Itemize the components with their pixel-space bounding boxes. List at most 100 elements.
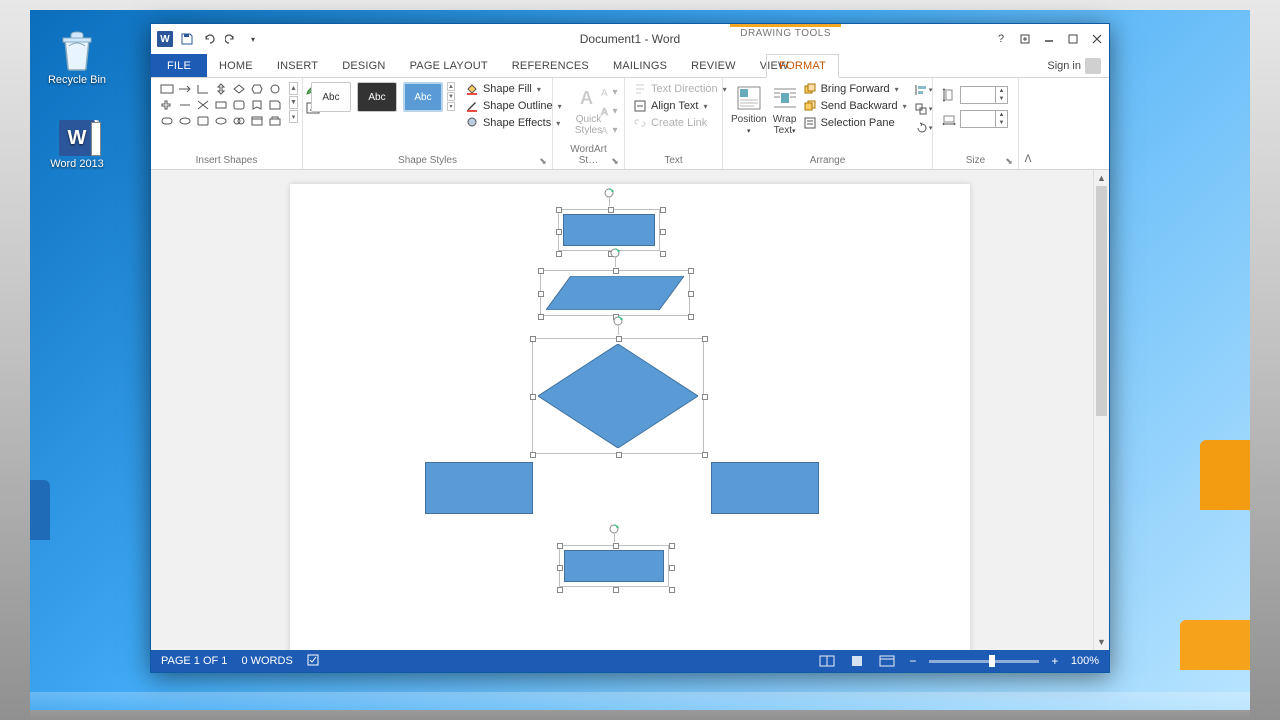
tab-page-layout[interactable]: PAGE LAYOUT	[398, 54, 500, 77]
flowchart-shape-process[interactable]	[564, 550, 664, 582]
shape-fill-button[interactable]: Shape Fill▾	[465, 82, 562, 96]
resize-handle[interactable]	[613, 268, 619, 274]
style-gallery-scroll[interactable]: ▲▼▾	[447, 82, 455, 111]
zoom-slider[interactable]	[929, 660, 1039, 663]
gallery-more-icon[interactable]: ▾	[289, 110, 298, 123]
width-input[interactable]: ▲▼	[960, 110, 1008, 128]
tab-mailings[interactable]: MAILINGS	[601, 54, 679, 77]
tab-design[interactable]: DESIGN	[330, 54, 397, 77]
resize-handle[interactable]	[688, 314, 694, 320]
resize-handle[interactable]	[556, 207, 562, 213]
zoom-out-button[interactable]: −	[907, 654, 919, 668]
resize-handle[interactable]	[702, 336, 708, 342]
scroll-up-icon[interactable]: ▲	[1094, 170, 1109, 186]
gallery-up-icon[interactable]: ▲	[289, 82, 298, 95]
resize-handle[interactable]	[669, 543, 675, 549]
sign-in-link[interactable]: Sign in	[1039, 54, 1109, 77]
dialog-launcher-icon[interactable]: ⬊	[610, 156, 620, 166]
resize-handle[interactable]	[608, 207, 614, 213]
page[interactable]	[290, 184, 970, 650]
rotate-handle[interactable]	[612, 315, 624, 327]
align-text-button[interactable]: Align Text▾	[633, 99, 727, 113]
resize-handle[interactable]	[613, 587, 619, 593]
vertical-scrollbar[interactable]: ▲ ▼	[1093, 170, 1109, 650]
height-input[interactable]: ▲▼	[960, 86, 1008, 104]
read-mode-button[interactable]	[817, 653, 837, 669]
save-button[interactable]	[179, 31, 195, 47]
tab-review[interactable]: REVIEW	[679, 54, 748, 77]
style-thumb-3[interactable]: Abc	[403, 82, 443, 112]
resize-handle[interactable]	[538, 268, 544, 274]
shape-outline-button[interactable]: Shape Outline▾	[465, 99, 562, 113]
flowchart-shape-process[interactable]	[711, 462, 819, 514]
tab-home[interactable]: HOME	[207, 54, 265, 77]
dialog-launcher-icon[interactable]: ⬊	[1004, 156, 1014, 166]
resize-handle[interactable]	[616, 336, 622, 342]
tab-file[interactable]: FILE	[151, 54, 207, 77]
dialog-launcher-icon[interactable]: ⬊	[538, 156, 548, 166]
tab-references[interactable]: REFERENCES	[500, 54, 601, 77]
resize-handle[interactable]	[530, 452, 536, 458]
page-indicator[interactable]: PAGE 1 OF 1	[161, 655, 227, 667]
wrap-text-button[interactable]: Wrap Text▾	[771, 82, 799, 136]
resize-handle[interactable]	[556, 229, 562, 235]
flowchart-shape-process[interactable]	[563, 214, 655, 246]
align-button[interactable]: ▾	[915, 82, 933, 98]
desktop-icon-word[interactable]: W Word 2013	[42, 120, 112, 170]
resize-handle[interactable]	[538, 314, 544, 320]
resize-handle[interactable]	[688, 268, 694, 274]
resize-handle[interactable]	[556, 251, 562, 257]
resize-handle[interactable]	[616, 452, 622, 458]
flowchart-shape-process[interactable]	[425, 462, 533, 514]
minimize-button[interactable]	[1037, 28, 1061, 50]
bring-forward-button[interactable]: Bring Forward▾	[803, 82, 907, 96]
help-button[interactable]: ?	[989, 28, 1013, 50]
resize-handle[interactable]	[538, 291, 544, 297]
resize-handle[interactable]	[557, 543, 563, 549]
word-app-icon[interactable]: W	[157, 31, 173, 47]
group-button[interactable]: ▾	[915, 101, 933, 117]
qat-customize[interactable]: ▾	[245, 31, 261, 47]
shapes-gallery-scroll[interactable]: ▲ ▼ ▾	[289, 82, 298, 123]
shapes-gallery[interactable]	[159, 82, 283, 128]
collapse-ribbon-icon[interactable]: ᐱ	[1025, 154, 1032, 165]
desktop-icon-recycle-bin[interactable]: Recycle Bin	[42, 28, 112, 86]
resize-handle[interactable]	[557, 565, 563, 571]
tab-insert[interactable]: INSERT	[265, 54, 330, 77]
resize-handle[interactable]	[660, 207, 666, 213]
resize-handle[interactable]	[669, 565, 675, 571]
resize-handle[interactable]	[660, 229, 666, 235]
rotate-button[interactable]: ▾	[915, 120, 933, 136]
resize-handle[interactable]	[702, 452, 708, 458]
resize-handle[interactable]	[530, 394, 536, 400]
shape-effects-button[interactable]: Shape Effects▾	[465, 116, 562, 130]
resize-handle[interactable]	[557, 587, 563, 593]
zoom-in-button[interactable]: +	[1049, 654, 1061, 668]
word-count[interactable]: 0 WORDS	[241, 655, 292, 667]
rotate-handle[interactable]	[603, 186, 615, 198]
resize-handle[interactable]	[702, 394, 708, 400]
scroll-down-icon[interactable]: ▼	[1094, 634, 1109, 650]
maximize-button[interactable]	[1061, 28, 1085, 50]
tab-format[interactable]: FORMAT	[766, 54, 839, 78]
redo-button[interactable]	[223, 31, 239, 47]
undo-button[interactable]	[201, 31, 217, 47]
style-thumb-1[interactable]: Abc	[311, 82, 351, 112]
resize-handle[interactable]	[613, 543, 619, 549]
resize-handle[interactable]	[660, 251, 666, 257]
style-gallery[interactable]: Abc Abc Abc	[311, 82, 443, 112]
flowchart-shape-data[interactable]	[546, 276, 684, 310]
close-button[interactable]	[1085, 28, 1109, 50]
print-layout-button[interactable]	[847, 653, 867, 669]
proofing-icon[interactable]	[307, 653, 321, 670]
resize-handle[interactable]	[688, 291, 694, 297]
resize-handle[interactable]	[530, 336, 536, 342]
send-backward-button[interactable]: Send Backward▾	[803, 99, 907, 113]
position-button[interactable]: Position▾	[731, 82, 767, 136]
selection-pane-button[interactable]: Selection Pane	[803, 116, 907, 130]
rotate-handle[interactable]	[609, 247, 621, 259]
web-layout-button[interactable]	[877, 653, 897, 669]
flowchart-shape-decision[interactable]	[538, 344, 698, 448]
gallery-down-icon[interactable]: ▼	[289, 96, 298, 109]
ribbon-display-button[interactable]	[1013, 28, 1037, 50]
